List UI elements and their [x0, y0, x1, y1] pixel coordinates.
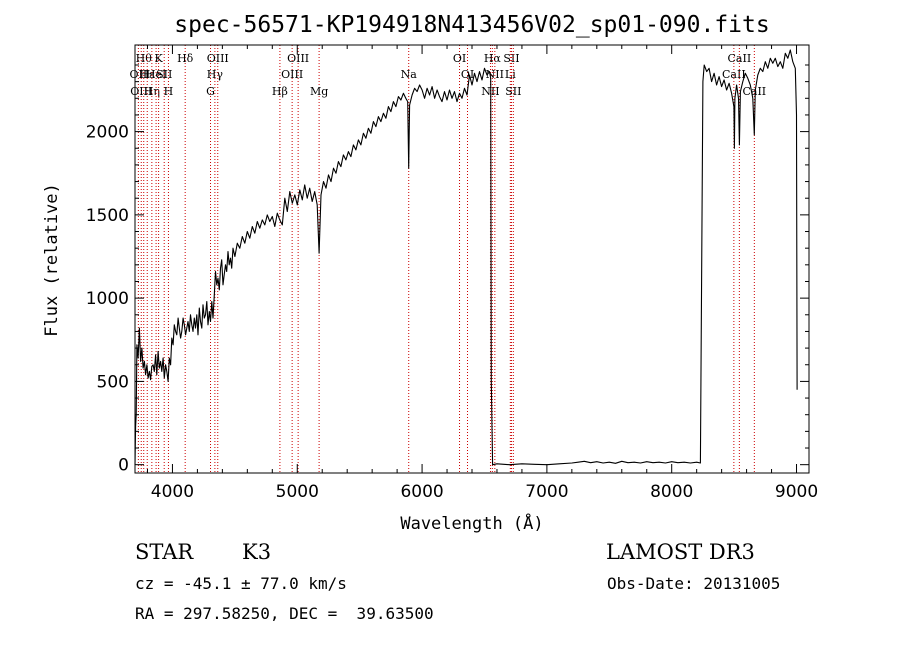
chart-title: spec-56571-KP194918N413456V02_sp01-090.f… — [174, 12, 769, 38]
line-marker-label: OI — [453, 52, 466, 65]
line-marker-label: OII — [130, 68, 148, 81]
line-marker-label: CaII — [722, 68, 746, 81]
line-marker-label: SII — [503, 52, 519, 65]
line-marker-label: Hθ — [136, 52, 153, 65]
x-tick-label: 8000 — [650, 482, 693, 502]
line-marker-label: OIII — [281, 68, 303, 81]
y-tick-label: 1000 — [86, 289, 129, 309]
line-marker-label: Na — [401, 68, 418, 81]
line-marker-label: Li — [505, 68, 516, 81]
obs-date-text: Obs-Date: 20131005 — [607, 574, 781, 593]
line-marker-label: K — [154, 52, 163, 65]
y-tick-label: 2000 — [86, 123, 129, 143]
line-marker-label: OIII — [207, 52, 229, 65]
object-subclass: K3 — [242, 540, 272, 564]
line-marker-label: G — [206, 85, 215, 98]
redshift-text: cz = -45.1 ± 77.0 km/s — [135, 574, 347, 593]
line-marker-label: Hβ — [272, 85, 288, 98]
line-marker-label: Hγ — [207, 68, 224, 81]
spectrum-line — [134, 49, 798, 466]
x-tick-label: 9000 — [775, 482, 818, 502]
x-tick-label: 5000 — [276, 482, 319, 502]
line-marker-label: OIII — [287, 52, 309, 65]
line-marker-label: CaII — [728, 52, 752, 65]
line-marker-label: Hη — [144, 85, 160, 98]
line-marker-label: H — [164, 85, 174, 98]
line-markers-layer: OII OIII Hθ Hε Hη HeI K SII H Hδ G Hγ OIII Hβ OIII OIII… — [130, 45, 766, 473]
line-marker-label: SII — [505, 85, 521, 98]
y-axis-label: Flux (relative) — [42, 183, 62, 337]
y-tick-label: 1500 — [86, 206, 129, 226]
axis-ticks-layer: 4000 5000 6000 7000 8000 9000 0 500 1000 1500 2000 — [86, 45, 818, 502]
line-marker-label: NII — [486, 68, 504, 81]
line-marker-label: SII — [156, 68, 172, 81]
object-class: STAR — [135, 540, 194, 564]
line-marker-label: Hε — [140, 68, 156, 81]
line-marker-label: Hδ — [177, 52, 194, 65]
x-tick-label: 6000 — [400, 482, 443, 502]
data-layer — [134, 49, 798, 466]
line-marker-label: OIII — [130, 85, 152, 98]
plot-frame — [134, 44, 810, 474]
survey-name: LAMOST DR3 — [606, 540, 755, 564]
y-tick-label: 500 — [97, 372, 129, 392]
x-tick-label: 7000 — [525, 482, 568, 502]
line-marker-label: HeI — [146, 68, 166, 81]
x-axis-label: Wavelength (Å) — [400, 512, 543, 534]
coordinates-text: RA = 297.58250, DEC = 39.63500 — [135, 604, 434, 623]
y-tick-label: 0 — [118, 456, 129, 476]
line-marker-label: Hα — [484, 52, 502, 65]
x-tick-label: 4000 — [151, 482, 194, 502]
line-marker-label: OI — [461, 68, 474, 81]
line-marker-label: Mg — [310, 85, 328, 98]
line-marker-label: CaII — [742, 85, 766, 98]
